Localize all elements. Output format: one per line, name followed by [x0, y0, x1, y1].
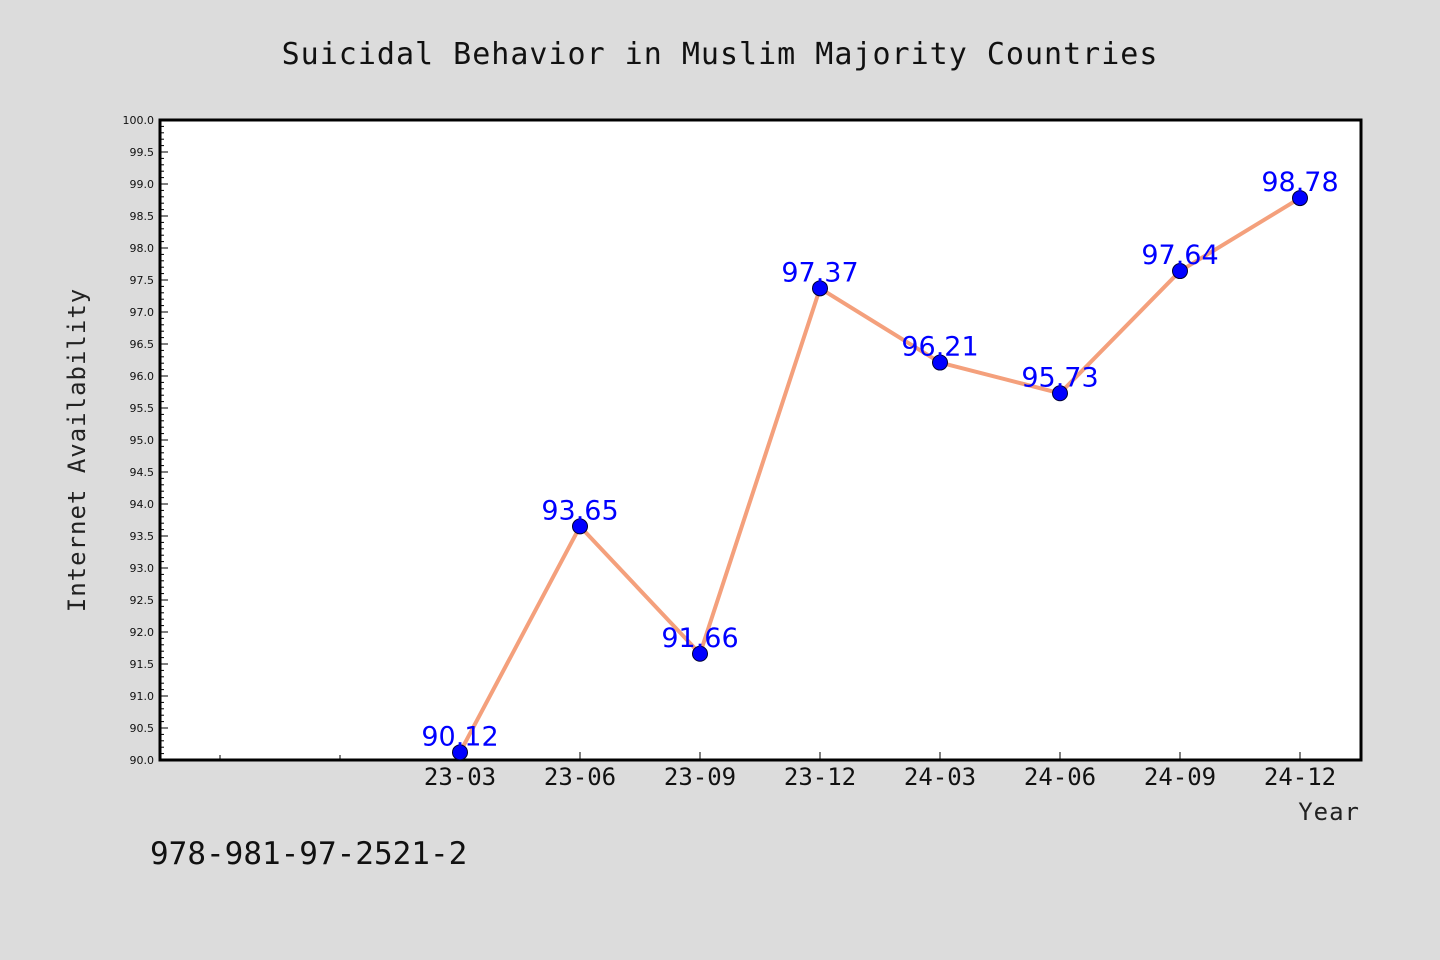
y-tick-label: 99.0	[130, 178, 155, 191]
y-tick-label: 93.5	[130, 530, 155, 543]
y-tick-label: 95.5	[130, 402, 155, 415]
y-tick-label: 95.0	[130, 434, 155, 447]
y-tick-label: 97.0	[130, 306, 155, 319]
y-tick-label: 97.5	[130, 274, 155, 287]
x-tick-label: 23-06	[544, 763, 616, 791]
x-tick-label: 24-09	[1144, 763, 1216, 791]
x-tick-label: 23-12	[784, 763, 856, 791]
x-tick-label: 24-06	[1024, 763, 1096, 791]
y-tick-label: 96.0	[130, 370, 155, 383]
data-label: 91.66	[661, 623, 738, 654]
y-tick-label: 99.5	[130, 146, 155, 159]
y-tick-label: 94.5	[130, 466, 155, 479]
data-label: 96.21	[901, 332, 978, 363]
footnote-isbn: 978-981-97-2521-2	[150, 836, 467, 872]
x-tick-label: 24-03	[904, 763, 976, 791]
y-tick-label: 92.5	[130, 594, 155, 607]
data-point	[932, 354, 948, 371]
y-tick-label: 96.5	[130, 338, 155, 351]
y-tick-label: 91.0	[130, 690, 155, 703]
data-label: 95.73	[1021, 362, 1098, 393]
data-label: 97.64	[1141, 240, 1218, 271]
x-axis-label: Year	[1298, 798, 1360, 826]
y-tick-label: 90.0	[130, 754, 155, 767]
data-point	[1172, 263, 1188, 280]
y-tick-label: 98.0	[130, 242, 155, 255]
chart-title: Suicidal Behavior in Muslim Majority Cou…	[282, 37, 1159, 72]
series-line	[458, 196, 1302, 754]
plot-area	[158, 118, 1363, 762]
data-label: 93.65	[541, 495, 618, 526]
y-tick-label: 91.5	[130, 658, 155, 671]
y-tick-label: 93.0	[130, 562, 155, 575]
x-tick-label: 24-12	[1264, 763, 1336, 791]
x-tick-label: 23-03	[424, 763, 496, 791]
y-axis-label: Internet Availability	[63, 288, 91, 612]
y-tick-label: 98.5	[130, 210, 155, 223]
y-axis: 90.0 90.5 91.0 91.5 92.0 92.5 93.0 93.5 94.0 94.5…	[123, 114, 168, 767]
data-point	[1292, 190, 1308, 207]
data-point	[692, 645, 708, 662]
data-point	[1052, 385, 1068, 402]
data-label: 90.12	[421, 721, 498, 752]
series-line-group: 90.12 93.65 91.66 97.37 96.21 95.73 97.64 98.78	[421, 167, 1339, 761]
data-point	[812, 280, 828, 297]
data-point	[572, 518, 588, 535]
y-tick-label: 100.0	[123, 114, 155, 127]
y-tick-label: 90.5	[130, 722, 155, 735]
y-tick-label: 94.0	[130, 498, 155, 511]
data-point	[452, 744, 468, 761]
data-label: 98.78	[1261, 167, 1338, 198]
x-axis: 23-03 23-06 23-09 23-12 24-03 24-06 24-09 24-12	[219, 752, 1336, 791]
x-tick-label: 23-09	[664, 763, 736, 791]
y-tick-label: 92.0	[130, 626, 155, 639]
data-label: 97.37	[781, 257, 858, 288]
